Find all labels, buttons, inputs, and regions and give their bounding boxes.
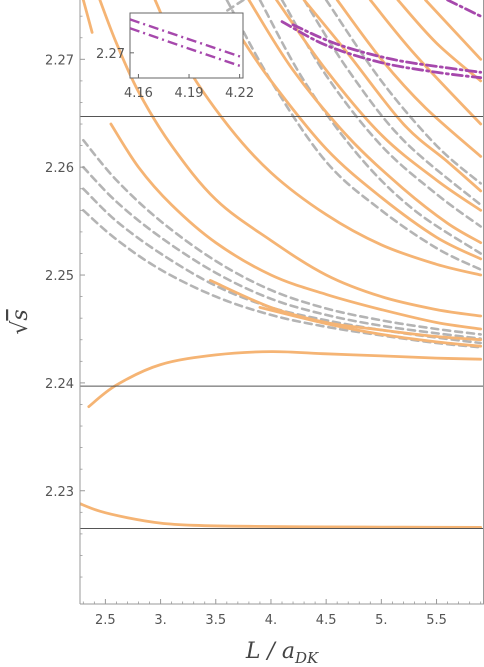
orange-curve-10 — [302, 0, 483, 193]
gray-dashed-curve-3 — [82, 138, 482, 336]
gray-dashed-curve-7 — [302, 0, 482, 207]
orange-curve-1 — [87, 350, 483, 408]
x-tick-label: 3. — [154, 613, 166, 628]
x-tick-label: 3.5 — [205, 613, 226, 628]
y-tick-label: 2.27 — [45, 53, 74, 68]
purple-dashdot-curve-0 — [280, 20, 483, 80]
reference-lines — [80, 115, 484, 529]
y-axis-variable: s — [8, 309, 33, 320]
orange-curve-9 — [275, 0, 483, 212]
orange-curve-3 — [208, 279, 483, 342]
x-axis-variable: L / a — [245, 639, 295, 664]
inset-x-tick-label: 4.22 — [225, 86, 254, 101]
gray-dashed-curve-2 — [82, 165, 482, 340]
x-tick-label: 5.5 — [426, 613, 447, 628]
gray-dashed-curve-9 — [225, 0, 245, 13]
gray-dashed-curve-4 — [225, 0, 482, 271]
x-tick-label: 4. — [265, 613, 277, 628]
x-axis-title: L / aDK — [245, 639, 319, 667]
orange-curve-5 — [98, 0, 483, 318]
x-tick-label: 5. — [375, 613, 387, 628]
gray-dashed-curve-0 — [82, 209, 482, 349]
y-axis-radical: √ — [8, 320, 33, 335]
orange-curve-15 — [81, 0, 94, 34]
gray-dashed-curve-8 — [324, 0, 482, 185]
inset-x-tick-label: 4.19 — [175, 86, 204, 101]
inset-plot-area — [130, 18, 243, 69]
orange-curve-8 — [247, 0, 483, 245]
inset-y-tick-label: 2.27 — [96, 47, 125, 62]
y-tick-label: 2.25 — [45, 269, 74, 284]
axis-ticks: 2.5 3. 3.5 4. 4.5 5. 5.5 2.23 2.24 2.25 2.26 2.27 — [45, 15, 482, 628]
inset-frame — [129, 12, 244, 79]
orange-curve-7 — [236, 31, 483, 261]
y-tick-label: 2.26 — [45, 161, 74, 176]
purple-dashdot-curve-1 — [291, 23, 483, 74]
y-axis-title: √s — [8, 309, 33, 334]
purple-dashdot-curve-2 — [446, 0, 483, 18]
inset-chart: 4.16 4.19 4.22 2.27 — [96, 12, 254, 101]
inset-x-tick-label: 4.16 — [124, 86, 153, 101]
gray-dashed-curve-5 — [258, 0, 482, 255]
orange-curve-12 — [368, 0, 483, 126]
orange-curve-13 — [396, 0, 483, 83]
orange-curve-4 — [109, 122, 483, 331]
x-tick-label: 2.5 — [95, 613, 116, 628]
inset-purple-curve-0 — [130, 18, 243, 59]
orange-curve-14 — [424, 0, 483, 61]
y-tick-label: 2.23 — [45, 485, 74, 500]
orange-curve-11 — [335, 0, 483, 158]
x-axis-subscript: DK — [294, 649, 319, 667]
plot-area — [80, 0, 483, 529]
x-tick-label: 4.5 — [316, 613, 337, 628]
orange-curve-0 — [80, 502, 483, 529]
y-tick-label: 2.24 — [45, 377, 74, 392]
inset-purple-curve-1 — [130, 27, 243, 69]
